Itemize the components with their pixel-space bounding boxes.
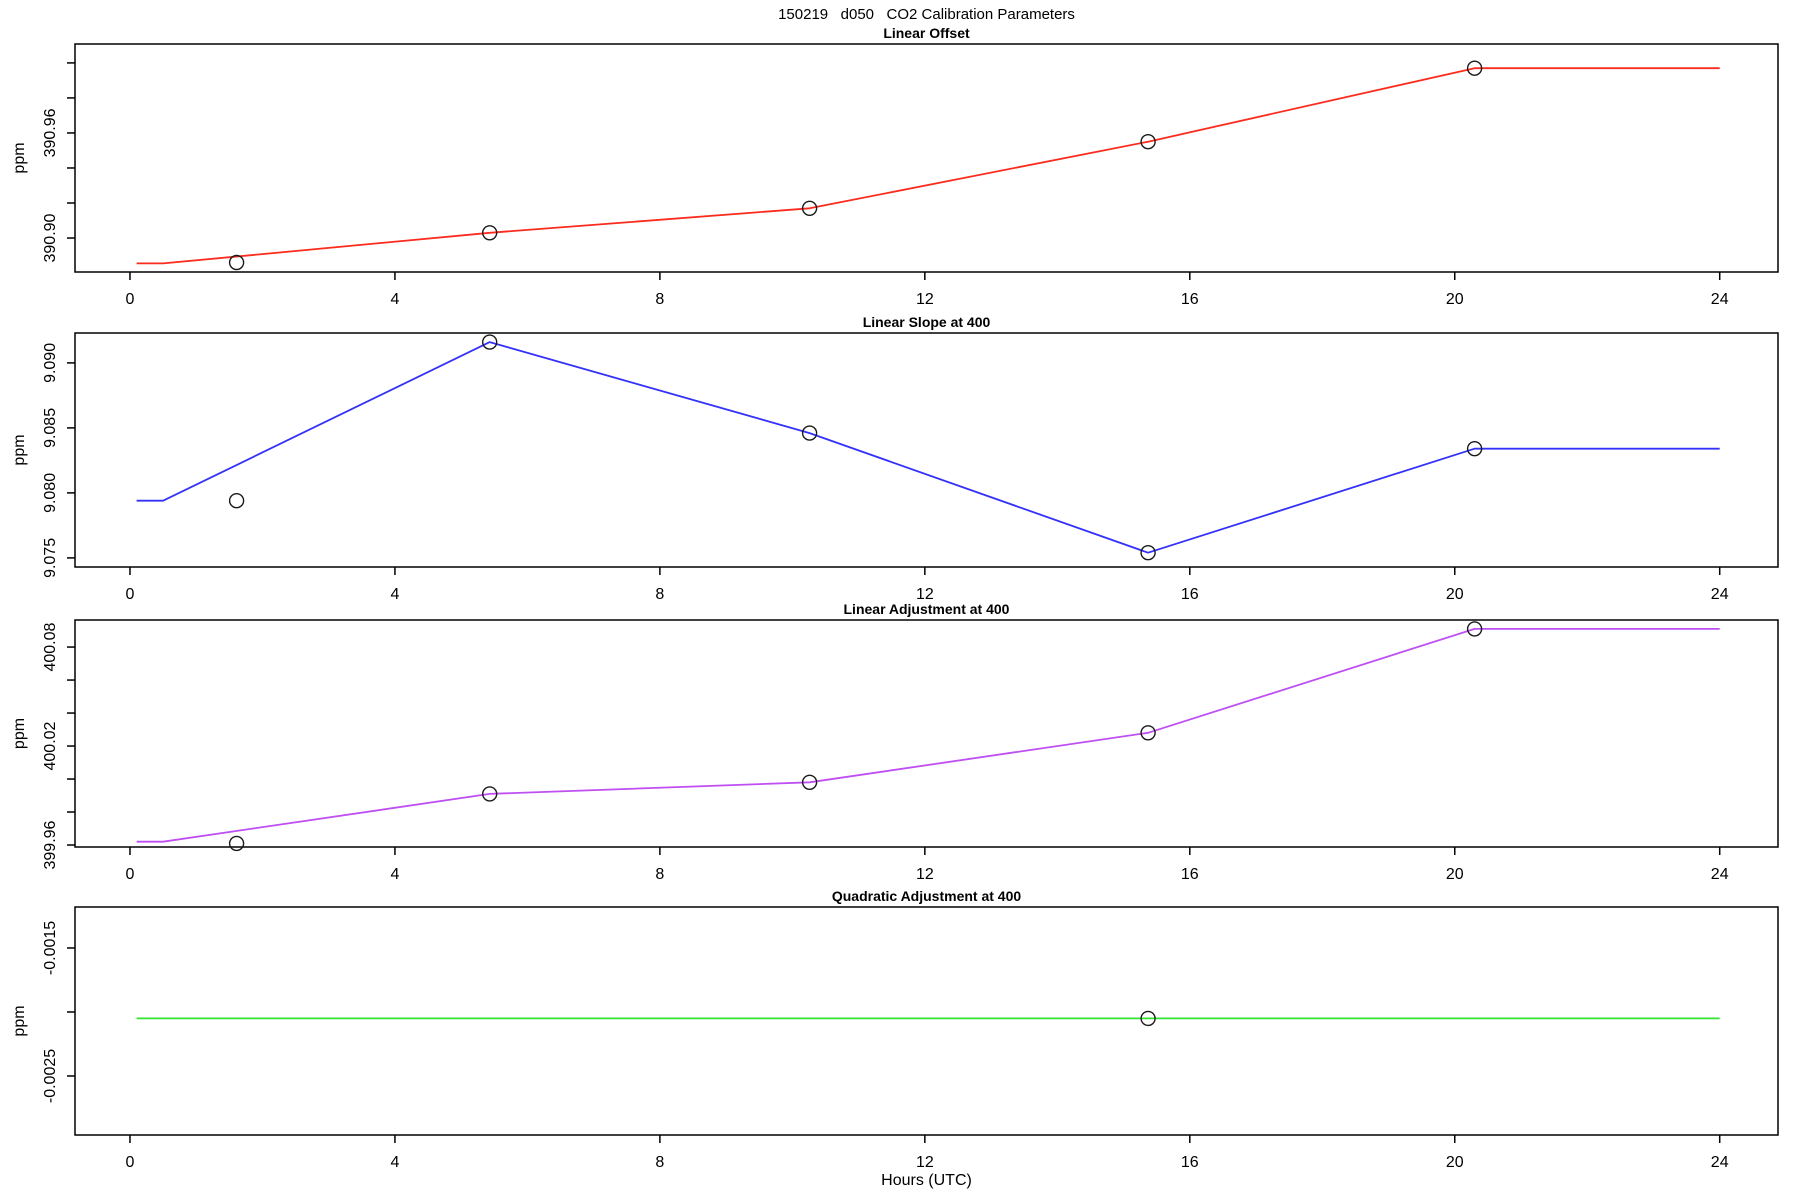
data-point bbox=[1140, 133, 1156, 150]
panel-3: 0 4 8 12 16 20 24 -0.0025 -0.0015 ppm bbox=[11, 906, 1779, 1171]
y-axis-label: ppm bbox=[11, 1005, 28, 1036]
x-tick-label: 0 bbox=[126, 866, 135, 883]
data-point bbox=[482, 786, 498, 802]
series-line bbox=[136, 341, 1720, 554]
y-tick-label: 9.085 bbox=[42, 408, 59, 448]
plot-box bbox=[74, 43, 1779, 273]
y-tick-label: -0.0025 bbox=[42, 1049, 59, 1103]
x-tick-label: 4 bbox=[390, 1154, 399, 1171]
x-tick-label: 24 bbox=[1711, 866, 1729, 883]
panel-title-linear-adjustment: Linear Adjustment at 400 bbox=[843, 601, 1010, 617]
data-point bbox=[1466, 60, 1483, 76]
series-line bbox=[136, 67, 1720, 265]
y-tick-label: 390.90 bbox=[42, 213, 59, 262]
y-tick-label: -0.0015 bbox=[42, 921, 59, 975]
x-tick-label: 4 bbox=[390, 586, 399, 603]
panel-title-quadratic-adjustment: Quadratic Adjustment at 400 bbox=[831, 888, 1022, 904]
x-tick-label: 0 bbox=[126, 1154, 135, 1171]
data-point bbox=[228, 835, 245, 852]
x-tick-label: 12 bbox=[916, 866, 934, 883]
y-axis-label: ppm bbox=[11, 142, 28, 173]
plot-box bbox=[74, 332, 1779, 568]
x-tick-label: 16 bbox=[1181, 586, 1199, 603]
y-axis-label: ppm bbox=[11, 718, 28, 749]
x-tick-label: 8 bbox=[655, 586, 664, 603]
x-tick-label: 20 bbox=[1446, 1154, 1464, 1171]
x-tick-label: 0 bbox=[126, 586, 135, 603]
x-tick-label: 24 bbox=[1711, 1154, 1729, 1171]
data-point bbox=[228, 493, 245, 509]
x-tick-label: 8 bbox=[655, 866, 664, 883]
x-tick-label: 16 bbox=[1181, 866, 1199, 883]
x-tick-label: 4 bbox=[390, 866, 399, 883]
data-point bbox=[801, 200, 818, 217]
data-point bbox=[801, 774, 818, 790]
panel-2: 0 4 8 12 16 20 24 399.96 400.02 400.08 ppm bbox=[11, 619, 1779, 883]
x-tick-label: 12 bbox=[916, 291, 934, 308]
page-title: 150219 d050 CO2 Calibration Parameters bbox=[778, 6, 1075, 23]
data-point bbox=[1140, 725, 1156, 741]
data-point bbox=[482, 225, 498, 241]
y-axis-label: ppm bbox=[11, 434, 28, 465]
x-tick-label: 20 bbox=[1446, 291, 1464, 308]
x-tick-label: 0 bbox=[126, 291, 135, 308]
panel-0: 0 4 8 12 16 20 24 390.90 390.96 ppm bbox=[11, 43, 1779, 308]
x-tick-label: 8 bbox=[655, 291, 664, 308]
data-point bbox=[1140, 545, 1156, 561]
x-tick-label: 20 bbox=[1446, 866, 1464, 883]
x-tick-label: 20 bbox=[1446, 586, 1464, 603]
data-point bbox=[1466, 621, 1483, 637]
y-tick-label: 390.96 bbox=[42, 108, 59, 157]
data-point bbox=[1466, 441, 1483, 457]
y-tick-label: 399.96 bbox=[42, 820, 59, 869]
data-point bbox=[228, 254, 245, 271]
panel-1: 0 4 8 12 16 20 24 9.075 9.080 9.085 9.090 ppm bbox=[11, 332, 1779, 603]
y-tick-label: 400.08 bbox=[42, 622, 59, 671]
data-point bbox=[482, 334, 498, 350]
y-tick-label: 9.090 bbox=[42, 343, 59, 383]
plot-box bbox=[74, 906, 1779, 1136]
x-tick-label: 12 bbox=[916, 586, 934, 603]
x-tick-label: 24 bbox=[1711, 586, 1729, 603]
x-tick-label: 4 bbox=[390, 291, 399, 308]
x-tick-label: 16 bbox=[1181, 1154, 1199, 1171]
x-tick-label: 12 bbox=[916, 1154, 934, 1171]
x-tick-label: 16 bbox=[1181, 291, 1199, 308]
data-point bbox=[801, 425, 818, 441]
panel-title-linear-slope: Linear Slope at 400 bbox=[862, 314, 991, 330]
plot-box bbox=[74, 619, 1779, 848]
y-tick-label: 9.075 bbox=[42, 538, 59, 578]
y-tick-label: 9.080 bbox=[42, 473, 59, 513]
data-point bbox=[1140, 1010, 1156, 1027]
y-tick-label: 400.02 bbox=[42, 721, 59, 770]
x-axis-label: Hours (UTC) bbox=[881, 1172, 972, 1189]
x-tick-label: 8 bbox=[655, 1154, 664, 1171]
x-tick-label: 24 bbox=[1711, 291, 1729, 308]
panel-title-linear-offset: Linear Offset bbox=[883, 25, 970, 41]
series-line bbox=[136, 628, 1720, 843]
